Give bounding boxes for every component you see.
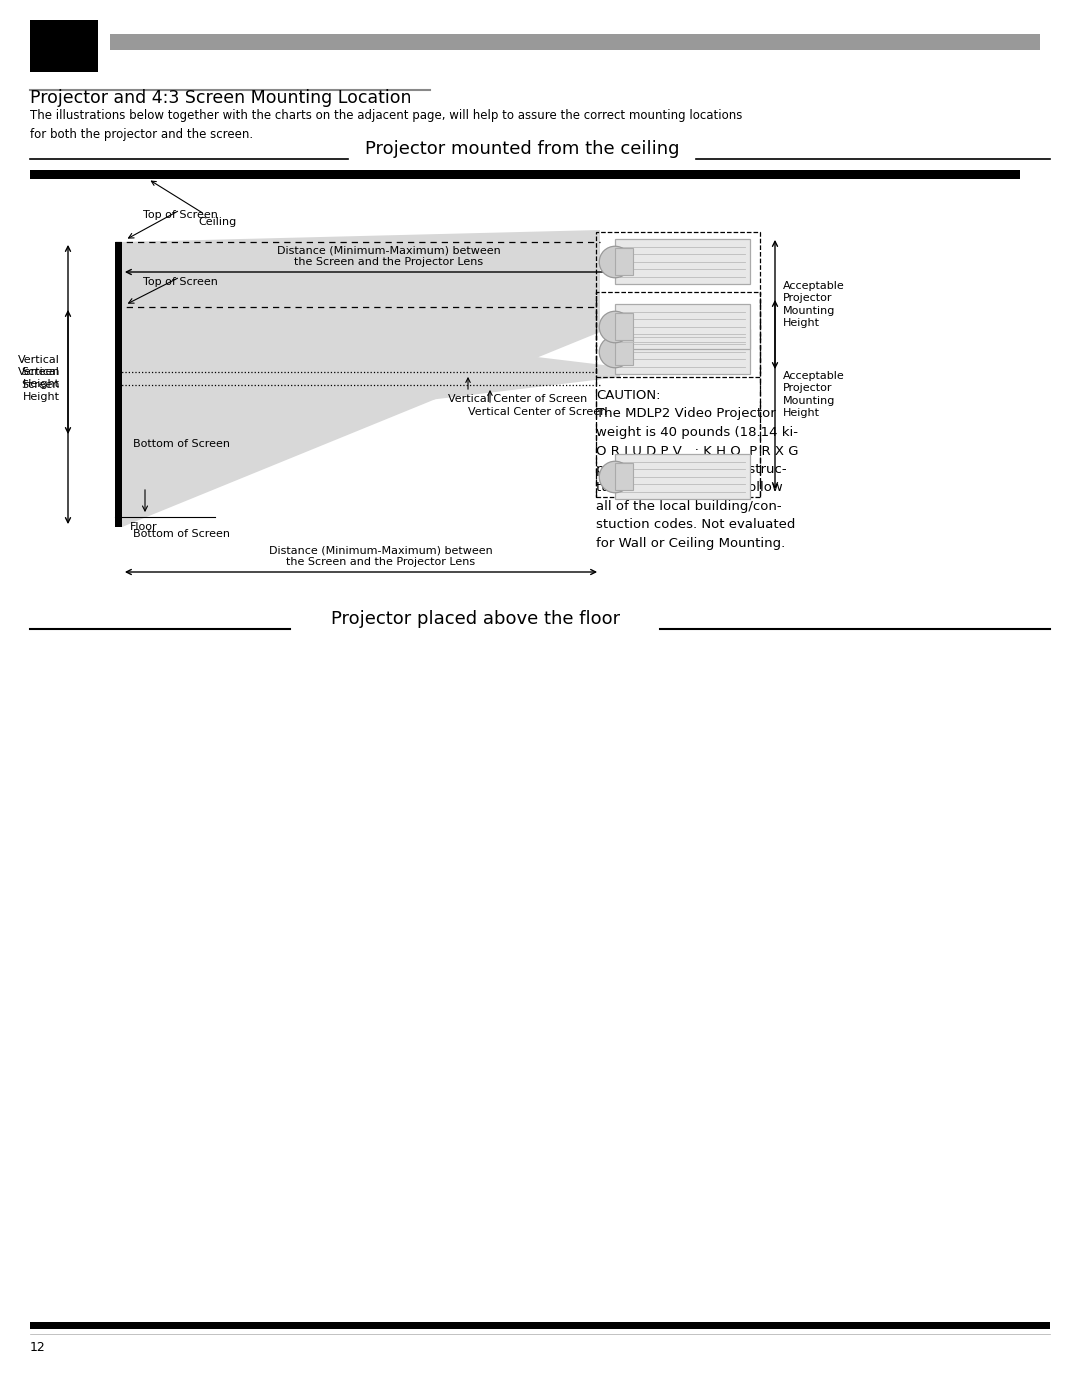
Circle shape bbox=[599, 461, 631, 493]
Bar bbox=[30, 20, 98, 73]
Text: Top of Screen: Top of Screen bbox=[143, 277, 218, 286]
Text: Vertical Center of Screen: Vertical Center of Screen bbox=[468, 407, 607, 416]
Text: Vertical Center of Screen: Vertical Center of Screen bbox=[448, 394, 588, 404]
Circle shape bbox=[599, 312, 631, 342]
Bar bbox=[110, 34, 1040, 50]
Polygon shape bbox=[122, 307, 620, 437]
Bar bbox=[615, 330, 750, 374]
Bar bbox=[615, 338, 633, 365]
Text: Distance (Minimum-Maximum) between
the Screen and the Projector Lens: Distance (Minimum-Maximum) between the S… bbox=[269, 545, 492, 567]
Text: Bottom of Screen: Bottom of Screen bbox=[133, 529, 230, 539]
Text: Ceiling: Ceiling bbox=[151, 182, 237, 226]
Polygon shape bbox=[122, 231, 600, 527]
Bar bbox=[615, 462, 633, 490]
Text: Vertical
Screen
Height: Vertical Screen Height bbox=[18, 355, 60, 390]
Circle shape bbox=[599, 246, 631, 278]
Circle shape bbox=[599, 337, 631, 367]
Text: Floor: Floor bbox=[130, 522, 158, 532]
Text: Acceptable
Projector
Mounting
Height: Acceptable Projector Mounting Height bbox=[783, 281, 845, 328]
Text: Projector and 4:3 Screen Mounting Location: Projector and 4:3 Screen Mounting Locati… bbox=[30, 89, 411, 108]
Bar bbox=[30, 1322, 1050, 1329]
Text: Bottom of Screen: Bottom of Screen bbox=[133, 439, 230, 448]
Text: CAUTION:
The MDLP2 Video Projector
weight is 40 pounds (18.14 ki-
O R J U D P V : CAUTION: The MDLP2 Video Projector weigh… bbox=[596, 388, 798, 550]
Text: Vertical
Screen
Height: Vertical Screen Height bbox=[18, 367, 60, 402]
Bar bbox=[596, 292, 760, 497]
Bar bbox=[615, 239, 750, 284]
Bar bbox=[114, 242, 122, 527]
Bar bbox=[615, 313, 633, 339]
Bar bbox=[615, 454, 750, 499]
Text: Projector placed above the floor: Projector placed above the floor bbox=[332, 610, 621, 629]
Text: Projector mounted from the ceiling: Projector mounted from the ceiling bbox=[365, 140, 679, 158]
Text: 12: 12 bbox=[30, 1341, 45, 1354]
Text: Distance (Minimum-Maximum) between
the Screen and the Projector Lens: Distance (Minimum-Maximum) between the S… bbox=[278, 246, 501, 267]
Bar bbox=[596, 232, 760, 377]
Bar bbox=[30, 170, 1020, 179]
Bar bbox=[615, 249, 633, 275]
Text: Acceptable
Projector
Mounting
Height: Acceptable Projector Mounting Height bbox=[783, 370, 845, 418]
Bar bbox=[114, 307, 122, 437]
Text: The illustrations below together with the charts on the adjacent page, will help: The illustrations below together with th… bbox=[30, 109, 742, 141]
Text: Top of Screen: Top of Screen bbox=[143, 210, 218, 219]
Bar bbox=[615, 305, 750, 349]
